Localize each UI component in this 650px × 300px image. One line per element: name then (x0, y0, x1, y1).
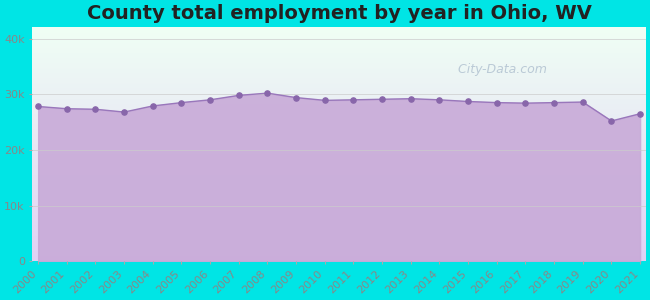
Point (549, 100, 559, 105)
Point (463, 99, 473, 104)
Point (320, 98, 330, 103)
Point (233, 93, 244, 98)
Point (606, 118, 617, 123)
Point (90, 107, 101, 112)
Point (348, 98, 359, 102)
Point (262, 91, 272, 95)
Point (62, 106, 72, 111)
Title: County total employment by year in Ohio, WV: County total employment by year in Ohio,… (86, 4, 592, 23)
Point (434, 98, 445, 102)
Point (635, 111, 645, 116)
Point (119, 110, 129, 115)
Point (406, 96, 416, 101)
Point (491, 100, 502, 105)
Point (377, 97, 387, 102)
Point (205, 98, 215, 102)
Point (176, 100, 187, 105)
Point (520, 101, 530, 106)
Text: City-Data.com: City-Data.com (450, 63, 547, 76)
Point (148, 103, 158, 108)
Point (33, 104, 44, 109)
Point (291, 95, 302, 100)
Point (578, 100, 588, 104)
